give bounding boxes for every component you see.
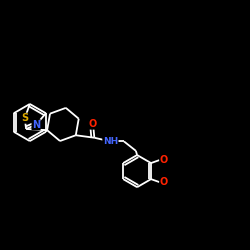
Text: O: O — [160, 155, 168, 165]
Text: O: O — [160, 177, 168, 187]
Text: NH: NH — [103, 137, 118, 146]
Text: N: N — [32, 120, 40, 130]
Text: S: S — [21, 113, 28, 123]
Text: O: O — [89, 119, 97, 129]
